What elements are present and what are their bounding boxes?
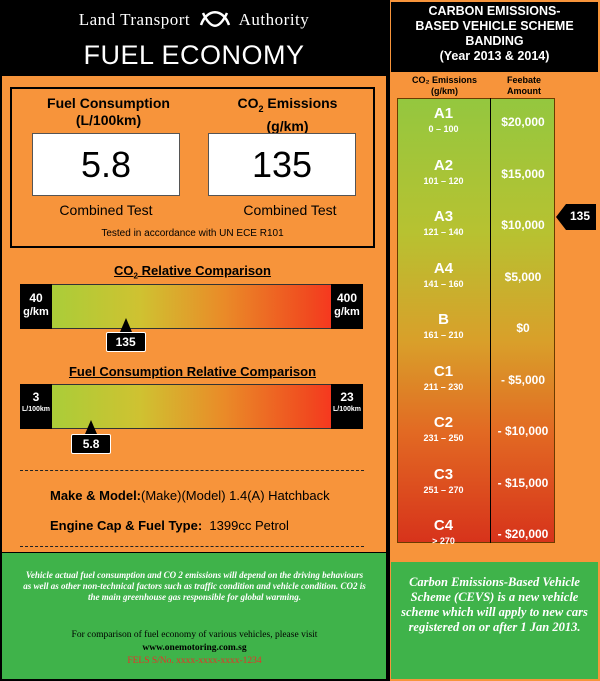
test-note: Tested in accordance with UN ECE R101 (101, 228, 284, 239)
engine-label: Engine Cap & Fuel Type: (50, 518, 203, 533)
band-code: C3 (433, 465, 454, 483)
band-amount: $10,000 (501, 218, 545, 232)
band-range: 0 – 100 (428, 124, 459, 134)
compare-text: For comparison of fuel economy of variou… (71, 630, 318, 640)
right-footer (391, 562, 598, 679)
col-head-feebate: Feebate Amount (506, 75, 541, 96)
fuel-min-label: 3 L/100km (20, 384, 52, 429)
co2-pointer-arrow (119, 318, 132, 332)
band-code: A2 (433, 156, 454, 174)
co2-test-label: Combined Test (243, 202, 337, 218)
fuel-test-label: Combined Test (59, 202, 153, 218)
lta-logo: Land Transport Authority (0, 8, 388, 30)
band-amount: $20,000 (501, 115, 545, 129)
divider-top (20, 470, 364, 471)
fuel-pointer: 5.8 (71, 420, 112, 454)
band-table (397, 98, 555, 543)
make-model-value: (Make)(Model) 1.4(A) Hatchback (141, 488, 330, 503)
band-code: A4 (433, 259, 454, 277)
band-code: C4 (433, 517, 454, 534)
band-code: A3 (433, 208, 454, 225)
band-code: C1 (433, 362, 454, 380)
band-range: 121 – 140 (423, 227, 464, 237)
fuel-label-line2: (L/100km) (75, 112, 142, 128)
cevs-title-line2: BASED VEHICLE SCHEME (415, 19, 574, 33)
co2-max-label: 400 g/km (331, 284, 363, 329)
band-amount: - $10,000 (497, 424, 549, 438)
disclaimer-text: Vehicle actual fuel consumption and CO 2… (23, 570, 366, 602)
co2-min-label: 40 g/km (20, 284, 52, 329)
cevs-title-line1: CARBON EMISSIONS- (428, 4, 561, 18)
cevs-title-line4: (Year 2013 & 2014) (439, 49, 550, 63)
cevs-title-line3: BANDING (465, 34, 524, 48)
band-range: 141 – 160 (423, 278, 464, 289)
co2-label: CO2 Emissions (g/km) (205, 95, 370, 135)
band-code: B (438, 311, 449, 328)
co2-comparison-bar (20, 284, 362, 329)
band-range: 161 – 210 (423, 330, 464, 340)
lta-knot-icon (199, 11, 231, 27)
left-footer (2, 553, 386, 679)
band-amount: $15,000 (501, 166, 545, 181)
make-model-label: Make & Model: (50, 488, 142, 503)
band-range: 251 – 270 (423, 484, 464, 495)
co2-comparison-title: CO2 Relative Comparison (114, 263, 271, 281)
org-name-left: Land Transport (78, 10, 191, 29)
band-range: 101 – 120 (423, 175, 464, 186)
page-title: FUEL ECONOMY (83, 40, 305, 70)
band-amount: $0 (516, 321, 530, 335)
engine-value: 1399cc Petrol (209, 518, 289, 533)
fels-number: FELS S/No. xxxx-xxxx-xxxx-1234 (127, 656, 262, 666)
co2-label-line2: (g/km) (266, 117, 309, 134)
band-amount: $5,000 (504, 269, 542, 284)
cevs-description: Carbon Emissions-Based Vehicle Scheme (C… (401, 575, 588, 634)
band-amount: - $20,000 (497, 527, 549, 541)
co2-pointer: 135 (105, 318, 146, 352)
band-amount: - $15,000 (497, 475, 549, 490)
org-name-right: Authority (238, 10, 310, 29)
co2-pointer-value: 135 (105, 332, 146, 352)
band-code: A1 (433, 105, 454, 122)
band-range: > 270 (432, 536, 455, 546)
band-pointer: 135 (556, 204, 596, 230)
cevs-title: CARBON EMISSIONS- BASED VEHICLE SCHEME B… (391, 2, 598, 72)
band-pointer-value: 135 (569, 209, 591, 223)
col-head-emissions: CO₂ Emissions (g/km) (411, 75, 478, 96)
left-header (0, 0, 388, 75)
band-range: 211 – 230 (423, 381, 464, 392)
fuel-pointer-value: 5.8 (71, 434, 112, 454)
co2-value: 135 (208, 133, 356, 196)
co2-label-line1: CO2 Emissions (237, 95, 338, 114)
make-model-row: Make & Model:(Make)(Model) 1.4(A) Hatchb… (50, 488, 380, 503)
website-link[interactable]: www.onemotoring.com.sg (142, 643, 247, 653)
fuel-pointer-arrow (85, 420, 98, 434)
fuel-label: Fuel Consumption (L/100km) (26, 95, 191, 129)
divider-bottom (20, 546, 364, 547)
fuel-label-line1: Fuel Consumption (47, 95, 170, 111)
band-amount: - $5,000 (500, 372, 546, 387)
measure-box (10, 87, 375, 248)
band-pointer-shape (556, 204, 596, 230)
engine-row: Engine Cap & Fuel Type: 1399cc Petrol (50, 518, 380, 533)
band-divider (490, 98, 491, 543)
band-code: C2 (433, 414, 454, 431)
fuel-comparison-title: Fuel Consumption Relative Comparison (68, 364, 317, 379)
fuel-max-label: 23 L/100km (331, 384, 363, 429)
band-range: 231 – 250 (423, 433, 464, 443)
fuel-value: 5.8 (32, 133, 180, 196)
